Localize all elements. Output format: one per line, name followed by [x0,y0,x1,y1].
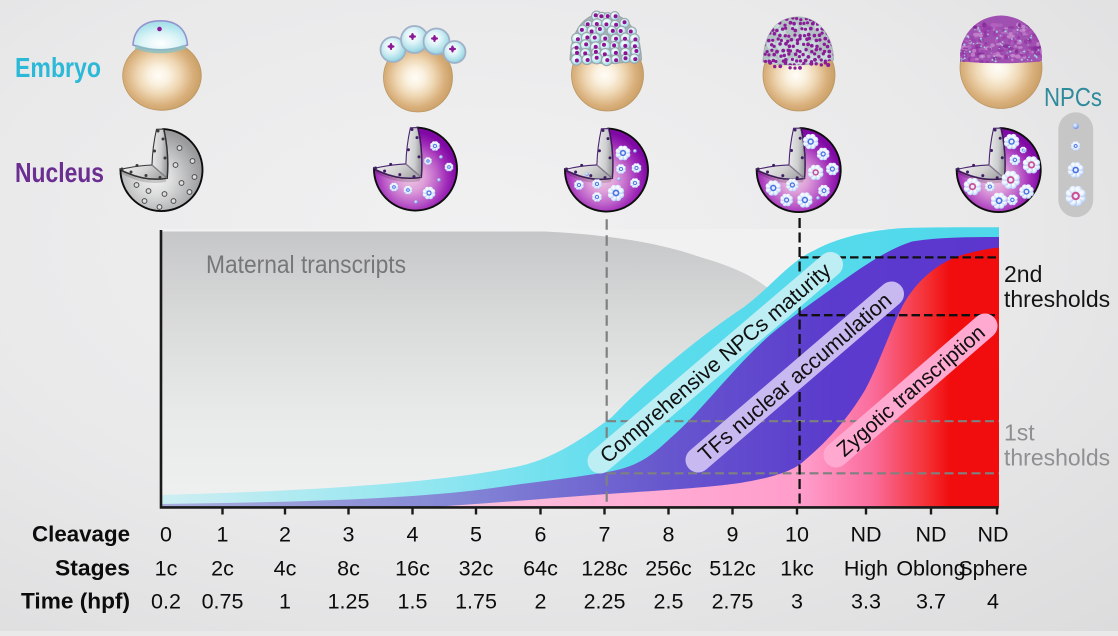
svg-text:2c: 2c [211,557,234,581]
svg-text:ND: ND [977,523,1008,547]
svg-text:0.75: 0.75 [202,590,244,614]
svg-text:0: 0 [160,523,172,547]
svg-text:128c: 128c [581,557,628,581]
svg-text:3: 3 [791,590,803,614]
svg-text:3: 3 [343,523,355,547]
svg-text:1st: 1st [1004,420,1035,446]
svg-text:2.5: 2.5 [654,590,684,614]
svg-text:Stages: Stages [55,556,130,581]
svg-text:High: High [844,557,888,581]
svg-text:5: 5 [470,523,482,547]
svg-text:1.75: 1.75 [455,590,497,614]
svg-text:Sphere: Sphere [958,557,1027,581]
svg-text:3.3: 3.3 [851,590,881,614]
svg-text:8: 8 [663,523,675,547]
svg-text:0.2: 0.2 [151,590,181,614]
svg-text:1: 1 [279,590,291,614]
svg-text:Oblong: Oblong [896,557,965,581]
svg-text:64c: 64c [523,557,558,581]
svg-text:9: 9 [727,523,739,547]
svg-text:1.25: 1.25 [328,590,370,614]
svg-text:Maternal transcripts: Maternal transcripts [206,251,406,279]
svg-text:1.5: 1.5 [398,590,428,614]
svg-text:ND: ND [850,523,881,547]
svg-text:512c: 512c [709,557,756,581]
svg-text:Time (hpf): Time (hpf) [21,589,130,614]
svg-text:8c: 8c [337,557,360,581]
svg-text:Embryo: Embryo [15,52,101,83]
svg-text:Cleavage: Cleavage [32,522,130,547]
svg-text:1kc: 1kc [780,557,814,581]
svg-text:2.25: 2.25 [584,590,626,614]
svg-text:4: 4 [987,590,999,614]
svg-text:2nd: 2nd [1004,261,1042,287]
svg-text:32c: 32c [459,557,494,581]
svg-text:4c: 4c [274,557,297,581]
svg-text:Nucleus: Nucleus [15,157,104,188]
svg-text:256c: 256c [645,557,692,581]
svg-text:3.7: 3.7 [916,590,946,614]
svg-text:2: 2 [279,523,291,547]
svg-text:4: 4 [407,523,419,547]
svg-text:1: 1 [217,523,229,547]
svg-text:2.75: 2.75 [712,590,754,614]
svg-text:16c: 16c [395,557,430,581]
svg-text:10: 10 [785,523,809,547]
svg-text:7: 7 [599,523,611,547]
svg-text:thresholds: thresholds [1004,445,1110,471]
svg-text:thresholds: thresholds [1004,286,1110,312]
svg-text:1c: 1c [155,557,178,581]
svg-text:6: 6 [535,523,547,547]
svg-text:ND: ND [915,523,946,547]
svg-text:2: 2 [535,590,547,614]
svg-text:NPCs: NPCs [1044,82,1102,112]
